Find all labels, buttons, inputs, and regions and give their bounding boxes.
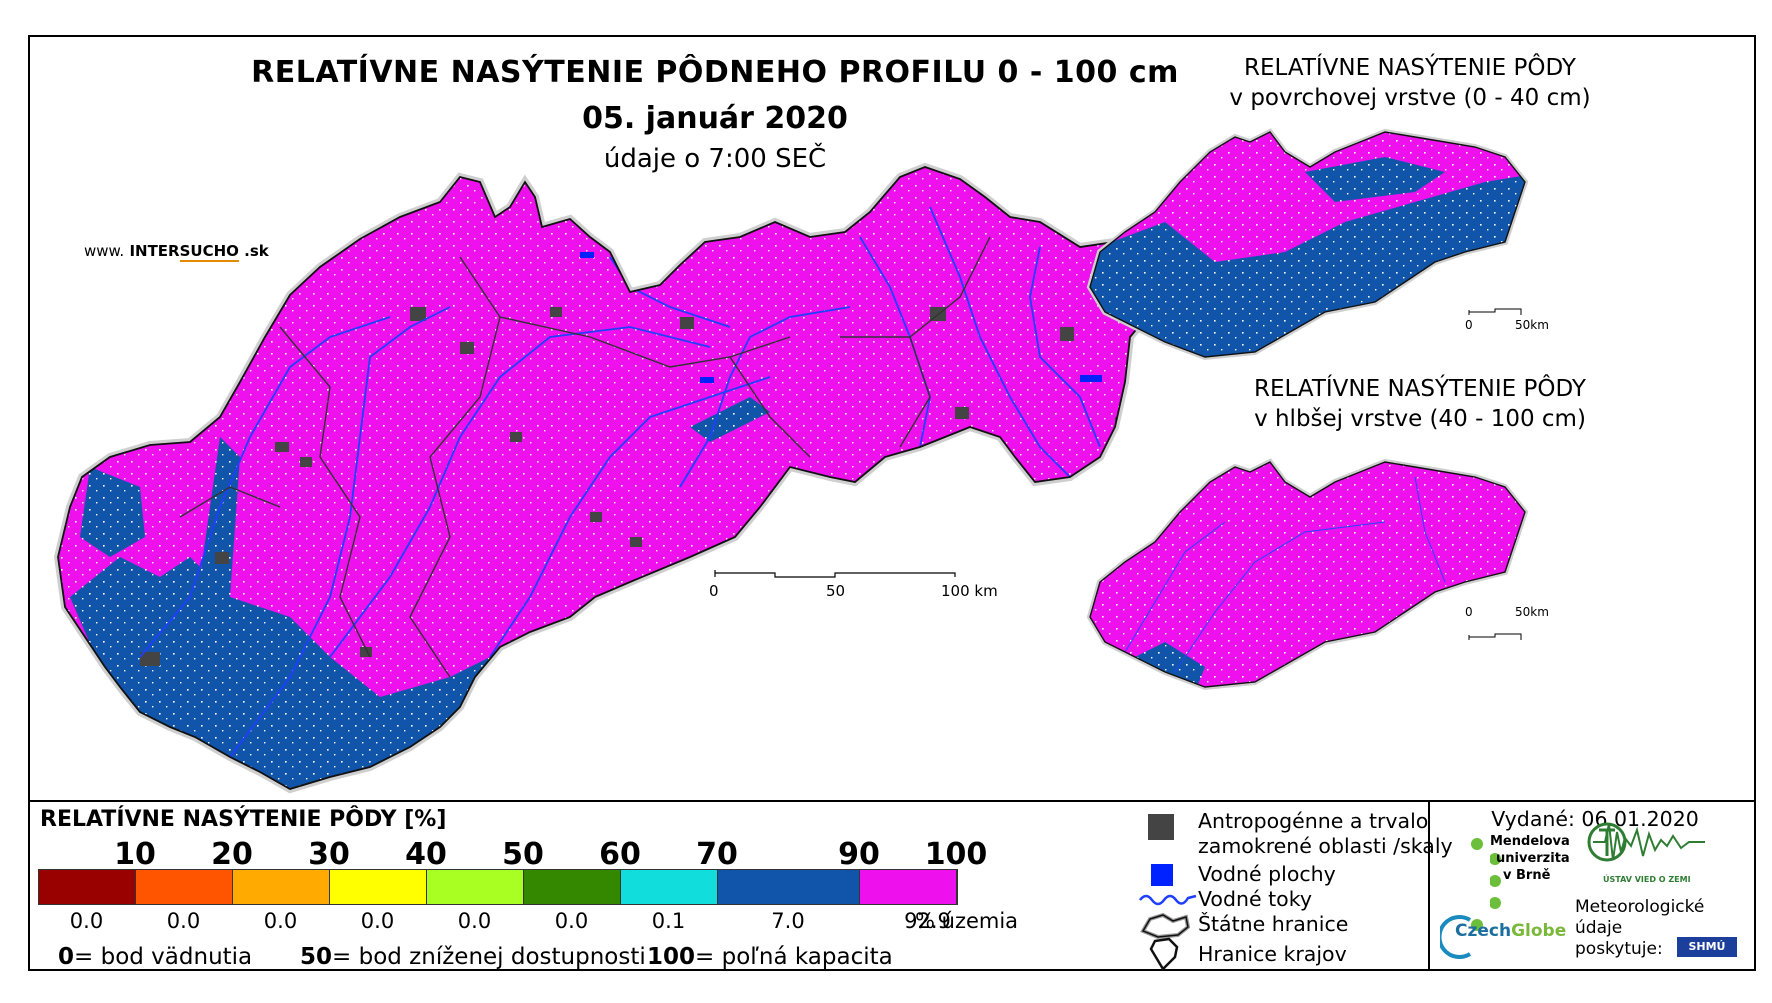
map-frame: RELATÍVNE NASÝTENIE PÔDNEHO PROFILU 0 - … bbox=[28, 35, 1756, 971]
mendel-logo-dots bbox=[1490, 853, 1501, 909]
mendel-dots bbox=[1471, 838, 1483, 931]
main-scale-label-0: 0 bbox=[709, 582, 719, 600]
def-field-capacity: 100= poľná kapacita bbox=[647, 944, 893, 970]
legend-percentage-value: 0.0 bbox=[554, 909, 589, 933]
inset2-scale-0: 0 bbox=[1465, 605, 1473, 619]
legend-color-swatch bbox=[39, 870, 136, 904]
inset-surface-map bbox=[1085, 112, 1545, 372]
main-scale-label-50: 50 bbox=[826, 582, 846, 600]
legend-divider-vertical bbox=[1428, 800, 1430, 969]
legend-color-swatch bbox=[621, 870, 718, 904]
legend-anthropogenic: Antropogénne a trvalo zamokrené oblasti … bbox=[1198, 809, 1453, 858]
legend-threshold-label: 60 bbox=[599, 837, 641, 872]
main-map bbox=[30, 37, 1754, 802]
legend-percentage-value: 0.0 bbox=[166, 909, 201, 933]
legend-percentage-value: 0.1 bbox=[651, 909, 686, 933]
legend-divider bbox=[30, 800, 1754, 802]
legend-threshold-label: 20 bbox=[211, 837, 253, 872]
legend-region-borders: Hranice krajov bbox=[1198, 942, 1347, 966]
legend-colorbar bbox=[38, 869, 958, 905]
mendel-logo-line1: Mendelova bbox=[1490, 834, 1570, 849]
czechglobe-logo: CzechGlobe bbox=[1455, 921, 1567, 941]
legend-color-swatch bbox=[860, 870, 957, 904]
map-area: RELATÍVNE NASÝTENIE PÔDNEHO PROFILU 0 - … bbox=[30, 37, 1754, 802]
main-scale-bar bbox=[714, 570, 956, 578]
mendel-logo-line3: v Brně bbox=[1503, 868, 1551, 883]
legend-threshold-label: 90 bbox=[838, 837, 880, 872]
state-border-symbol bbox=[1140, 912, 1191, 940]
legend-color-swatch bbox=[330, 870, 427, 904]
region-border-symbol bbox=[1149, 937, 1179, 971]
legend-percentage-value: 92.9 bbox=[904, 909, 951, 933]
website-logo[interactable]: www. INTERSUCHO .sk bbox=[84, 242, 269, 262]
legend-color-swatch bbox=[233, 870, 330, 904]
czechglobe-icon bbox=[1440, 915, 1472, 959]
legend-rivers: Vodné toky bbox=[1198, 887, 1312, 911]
legend-percentage-value: 0.0 bbox=[360, 909, 395, 933]
uvz-logo-icon bbox=[1587, 822, 1705, 862]
legend-state-borders: Štátne hranice bbox=[1198, 912, 1349, 936]
legend-percentage-value: 0.0 bbox=[457, 909, 492, 933]
mendel-logo-line2: univerzita bbox=[1496, 851, 1570, 866]
main-scale-label-100: 100 km bbox=[941, 582, 998, 600]
legend-water-bodies: Vodné plochy bbox=[1198, 862, 1336, 886]
map-time-note: údaje o 7:00 SEČ bbox=[603, 144, 827, 174]
legend-threshold-label: 40 bbox=[405, 837, 447, 872]
river-symbol bbox=[1139, 894, 1197, 906]
legend-threshold-label: 10 bbox=[114, 837, 156, 872]
legend-unit: % územia bbox=[915, 909, 1019, 933]
map-title: RELATÍVNE NASÝTENIE PÔDNEHO PROFILU 0 - … bbox=[251, 55, 1179, 90]
inset-deep-map bbox=[1085, 432, 1545, 702]
legend-color-swatch bbox=[718, 870, 860, 904]
meteo-provider-note: Meteorologické údaje poskytuje: bbox=[1575, 897, 1705, 959]
legend-color-swatch bbox=[427, 870, 524, 904]
inset1-scale-50: 50km bbox=[1515, 318, 1549, 332]
legend-percentage-value: 0.0 bbox=[263, 909, 298, 933]
inset1-scale-0: 0 bbox=[1465, 318, 1473, 332]
inset2-scale-50: 50km bbox=[1515, 605, 1549, 619]
legend-percentage-value: 0.0 bbox=[69, 909, 104, 933]
inset-surface-title: RELATÍVNE NASÝTENIE PÔDY v povrchovej vr… bbox=[1229, 55, 1591, 111]
inset-deep-title: RELATÍVNE NASÝTENIE PÔDY v hlbšej vrstve… bbox=[1254, 376, 1586, 432]
water-body-symbol bbox=[1151, 864, 1173, 886]
legend-color-swatch bbox=[524, 870, 621, 904]
legend-threshold-label: 100 bbox=[924, 837, 988, 872]
def-reduced-availability: 50= bod zníženej dostupnosti bbox=[300, 944, 646, 970]
legend-title: RELATÍVNE NASÝTENIE PÔDY [%] bbox=[40, 807, 447, 832]
uvz-logo-text: ÚSTAV VIED O ZEMI bbox=[1603, 875, 1691, 884]
def-wilting-point: 0= bod vädnutia bbox=[58, 944, 253, 970]
anthro-symbol bbox=[1148, 814, 1174, 840]
legend-threshold-label: 70 bbox=[696, 837, 738, 872]
map-date: 05. január 2020 bbox=[582, 101, 848, 136]
legend-threshold-label: 30 bbox=[308, 837, 350, 872]
legend-threshold-label: 50 bbox=[502, 837, 544, 872]
legend-percentage-value: 7.0 bbox=[771, 909, 805, 933]
legend-color-swatch bbox=[136, 870, 233, 904]
shmu-logo: SHMÚ bbox=[1677, 937, 1737, 957]
